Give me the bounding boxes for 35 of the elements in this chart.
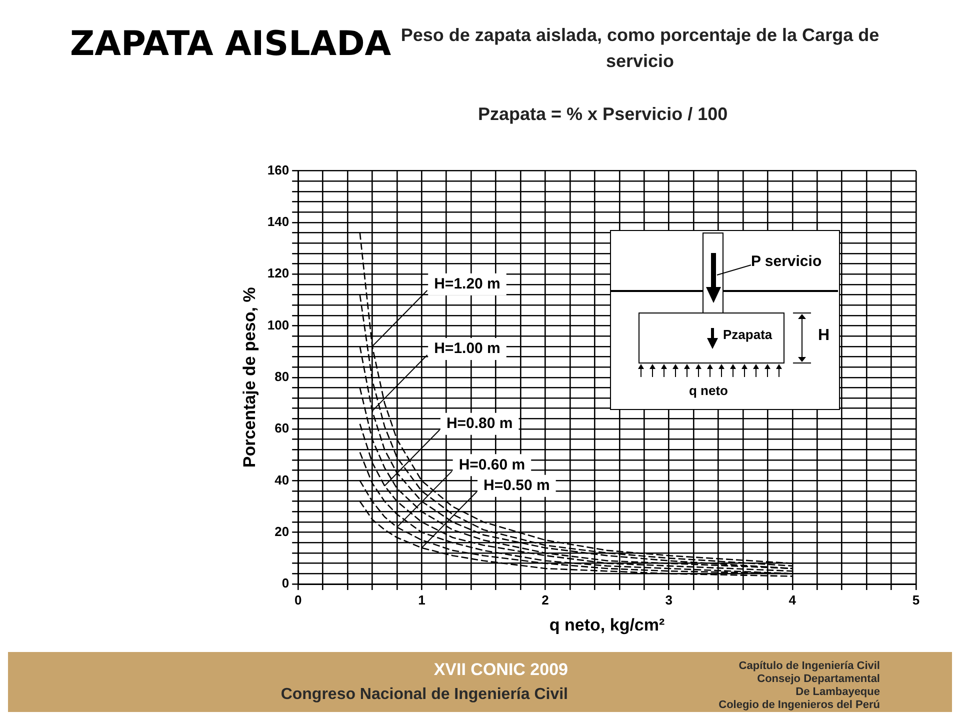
text: Pzapata = % x Pservicio / 100 xyxy=(478,104,728,124)
annotation: H=0.60 m xyxy=(458,456,526,474)
text: Colegio de Ingenieros del Perú xyxy=(718,699,880,711)
annotation: P servicio xyxy=(751,253,822,270)
text: XVII CONIC 2009 xyxy=(434,660,568,679)
x-axis-title: q neto, kg/cm² xyxy=(549,615,665,634)
y-tick-label: 140 xyxy=(267,214,290,230)
annotation: H=0.80 m xyxy=(446,415,513,432)
x-tick-label: 2 xyxy=(542,592,549,608)
x-tick-label: 4 xyxy=(788,592,797,608)
y-tick-label: 40 xyxy=(274,472,290,488)
text: Congreso Nacional de Ingeniería Civil xyxy=(280,686,568,703)
y-axis-title: Porcentaje de peso, % xyxy=(240,287,259,468)
chart-title: ZAPATA AISLADA xyxy=(70,24,392,64)
x-tick-label: 0 xyxy=(294,592,302,608)
annotation: H=1.20 m xyxy=(434,276,500,293)
chart-subtitle: Peso de zapata aislada, como porcentaje de la Carga de servicio xyxy=(400,24,880,73)
y-tick-label: 20 xyxy=(274,524,290,539)
annotation: H=0.50 m xyxy=(484,476,550,494)
annotation: Pzapata xyxy=(723,327,772,342)
text: Capítulo de Ingeniería Civil xyxy=(738,660,880,672)
annotation: H xyxy=(818,327,830,344)
x-tick-label: 3 xyxy=(665,592,672,608)
y-tick-label: 160 xyxy=(267,162,290,178)
y-tick-label: 60 xyxy=(274,420,290,436)
x-tick-label: 1 xyxy=(418,592,426,608)
y-tick-label: 80 xyxy=(274,368,290,384)
text: Consejo Departamental xyxy=(757,673,880,685)
annotation: q neto xyxy=(689,383,728,398)
y-tick-label: 0 xyxy=(282,576,290,591)
annotation: H=1.00 m xyxy=(434,340,500,358)
y-tick-label: 120 xyxy=(267,266,290,281)
x-tick-label: 5 xyxy=(912,592,920,608)
y-tick-label: 100 xyxy=(267,317,290,332)
text: De Lambayeque xyxy=(796,686,880,698)
